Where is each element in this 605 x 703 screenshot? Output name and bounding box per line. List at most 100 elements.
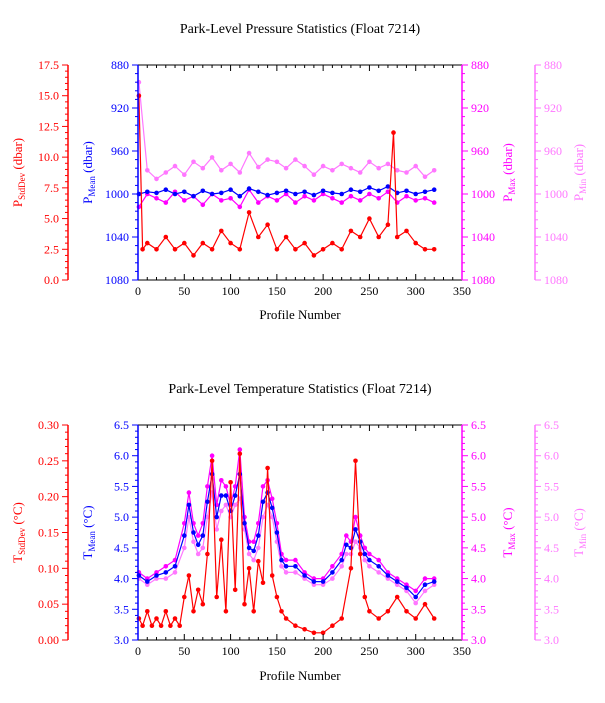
- temperature-max-y-tick-label: 3.0: [471, 633, 486, 647]
- pressure-max-label-unit: (dbar): [500, 143, 515, 178]
- temperature-mean-point: [205, 499, 210, 505]
- temperature-max-point: [376, 557, 382, 563]
- pressure-min-point: [200, 165, 206, 171]
- temperature-min-point: [219, 508, 224, 514]
- temperature-stddev-point: [376, 616, 382, 621]
- pressure-stddev-point: [246, 210, 252, 215]
- temperature-max-label-main: T: [500, 550, 515, 558]
- pressure-stddev-point: [311, 253, 317, 258]
- temperature-mean-point: [311, 579, 317, 584]
- temperature-stddev-point: [422, 601, 428, 607]
- temperature-stddev-point: [265, 465, 270, 471]
- pressure-min-point: [265, 157, 270, 162]
- pressure-mean-point: [376, 188, 382, 194]
- pressure-stddev-point: [293, 247, 298, 252]
- pressure-stddev-y-tick-label: 17.5: [38, 58, 59, 72]
- temperature-max-point: [269, 496, 275, 502]
- pressure-stddev-point: [394, 234, 400, 240]
- pressure-mean-point: [172, 191, 178, 197]
- temperature-stddev-label-sub: StdDev: [17, 527, 27, 555]
- pressure-mean-point: [367, 185, 372, 190]
- pressure-x-tick-label: 100: [222, 284, 240, 298]
- pressure-stddev-point: [391, 130, 396, 135]
- pressure-mean-y-tick-label: 960: [111, 144, 129, 158]
- temperature-mean-point: [200, 533, 206, 538]
- temperature-mean-point: [385, 573, 391, 578]
- pressure-min-point: [182, 172, 187, 177]
- temperature-stddev-point: [357, 551, 363, 557]
- temperature-mean-point: [279, 557, 284, 563]
- pressure-stddev-point: [154, 247, 159, 252]
- temperature-min-point: [200, 545, 206, 551]
- temperature-x-tick-label: 100: [222, 644, 240, 658]
- temperature-max-point: [251, 539, 256, 544]
- temperature-min-label-unit: (°C): [571, 508, 586, 534]
- pressure-mean-y-tick-label: 920: [111, 101, 129, 115]
- pressure-stddev-point: [404, 228, 409, 234]
- temperature-x-axis-label: Profile Number: [259, 668, 341, 683]
- temperature-mean-point: [367, 557, 372, 563]
- temperature-max-point: [237, 447, 243, 452]
- pressure-stddev-y-tick-label: 5.0: [44, 212, 59, 226]
- pressure-mean-point: [348, 187, 354, 192]
- pressure-mean-point: [320, 188, 326, 194]
- temperature-max-y-tick-label: 4.5: [471, 541, 486, 555]
- pressure-mean-label-main: P: [80, 197, 95, 204]
- pressure-min-point: [255, 164, 261, 170]
- temperature-stddev-point: [302, 627, 307, 632]
- temperature-stddev-point: [149, 623, 155, 628]
- temperature-stddev-point: [255, 558, 261, 564]
- pressure-mean-y-tick-label: 880: [111, 58, 129, 72]
- pressure-min-point: [357, 170, 363, 175]
- pressure-max-point: [339, 200, 345, 205]
- temperature-mean-point: [145, 579, 150, 584]
- pressure-mean-point: [209, 191, 215, 197]
- temperature-stddev-y-axis-label: TStdDev (°C): [10, 502, 27, 563]
- temperature-stddev-point: [413, 616, 419, 621]
- pressure-min-point: [422, 174, 428, 180]
- pressure-mean-point: [191, 193, 196, 199]
- pressure-stddev-point: [200, 240, 206, 246]
- pressure-stddev-y-axis-label: PStdDev (dbar): [10, 138, 27, 207]
- temperature-mean-point: [182, 533, 187, 538]
- pressure-x-tick-label: 50: [178, 284, 190, 298]
- temperature-stddev-point: [283, 616, 289, 621]
- pressure-mean-point: [413, 191, 419, 197]
- temperature-mean-point: [320, 579, 326, 584]
- temperature-max-y-tick-label: 3.5: [471, 602, 486, 616]
- pressure-stddev-label-unit: (dbar): [10, 138, 25, 173]
- pressure-max-point: [367, 191, 372, 197]
- temperature-stddev-point: [362, 594, 368, 600]
- pressure-axes-group: 0 50 100 150 200 250 300 350 0.0 2.5 5.0 7.5 10.0 12.…: [10, 58, 588, 298]
- temperature-mean-y-tick-label: 3.0: [114, 633, 129, 647]
- pressure-min-y-tick-label: 1000: [544, 187, 568, 201]
- pressure-stddev-point: [339, 247, 345, 252]
- temperature-chart: Park-Level Temperature Statistics (Float…: [10, 382, 588, 683]
- pressure-min-point: [228, 161, 233, 167]
- pressure-stddev-point: [209, 247, 215, 252]
- temperature-min-point: [214, 527, 219, 532]
- pressure-stddev-point: [357, 234, 363, 240]
- temperature-min-point: [339, 564, 345, 569]
- pressure-mean-point: [339, 191, 345, 197]
- pressure-mean-point: [330, 190, 335, 196]
- pressure-stddev-point: [191, 253, 196, 258]
- temperature-x-tick-label: 250: [360, 644, 378, 658]
- temperature-mean-point: [404, 585, 409, 591]
- temperature-stddev-point: [385, 609, 391, 614]
- temperature-max-label-sub: Max: [507, 533, 517, 550]
- pressure-max-point: [283, 191, 289, 197]
- temperature-mean-y-tick-label: 6.0: [114, 449, 129, 463]
- pressure-max-point: [422, 196, 428, 201]
- temperature-mean-point: [376, 564, 382, 569]
- pressure-min-y-tick-label: 1080: [544, 273, 568, 287]
- pressure-mean-y-tick-label: 1000: [105, 187, 129, 201]
- temperature-stddev-point: [195, 587, 201, 593]
- pressure-min-y-tick-label: 1040: [544, 230, 568, 244]
- temperature-max-label-unit: (°C): [500, 507, 515, 533]
- temperature-stddev-point: [320, 630, 326, 636]
- temperature-stddev-y-tick-label: 0.25: [38, 454, 59, 468]
- pressure-max-y-tick-label: 920: [471, 101, 489, 115]
- temperature-min-point: [422, 588, 428, 594]
